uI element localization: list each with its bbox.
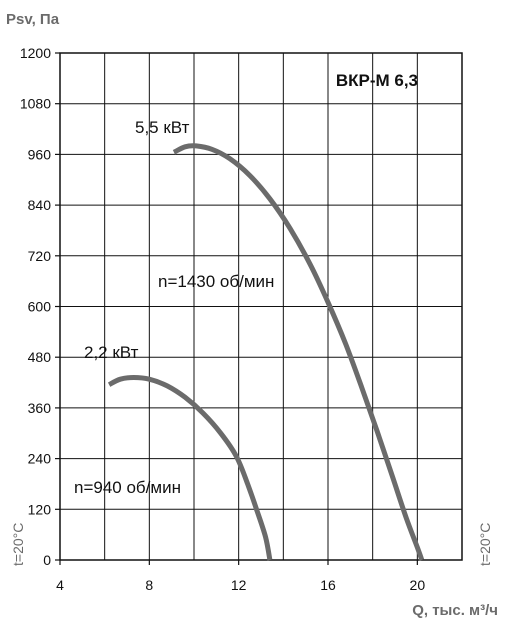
speed-label-1430: n=1430 об/мин	[158, 272, 274, 291]
chart-title: ВКР-М 6,3	[336, 71, 418, 90]
y-tick-label: 600	[28, 299, 52, 315]
y-tick-label: 1080	[20, 96, 51, 112]
x-axis-title: Q, тыс. м³/ч	[412, 602, 498, 619]
y-axis-title: Psv, Па	[6, 11, 60, 28]
speed-label-940: n=940 об/мин	[74, 478, 181, 497]
grid	[59, 52, 463, 561]
y-tick-label: 840	[28, 197, 52, 213]
tick-labels: 0 120 240 360 480 600 720 840 960 1080 1200 4 8 12 16 2…	[20, 45, 425, 593]
x-tick-label: 8	[145, 577, 153, 593]
y-tick-label: 0	[43, 552, 51, 568]
power-label-1430: 5,5 кВт	[135, 118, 190, 137]
x-tick-label: 4	[56, 577, 64, 593]
y-tick-label: 120	[28, 501, 52, 517]
performance-curves	[107, 143, 425, 561]
x-tick-label: 16	[320, 577, 336, 593]
y-tick-label: 480	[28, 349, 52, 365]
temperature-label-left: t=20°C	[10, 523, 26, 566]
x-tick-label: 20	[410, 577, 426, 593]
temperature-label-right: t=20°C	[477, 523, 493, 566]
y-tick-label: 240	[28, 451, 52, 467]
y-tick-label: 960	[28, 146, 52, 162]
y-tick-label: 1200	[20, 45, 51, 61]
curve-series-0	[172, 143, 425, 561]
power-label-940: 2,2 кВт	[84, 343, 139, 362]
curve-series-1	[107, 374, 273, 561]
x-tick-label: 12	[231, 577, 247, 593]
y-tick-label: 720	[28, 248, 52, 264]
y-tick-label: 360	[28, 400, 52, 416]
